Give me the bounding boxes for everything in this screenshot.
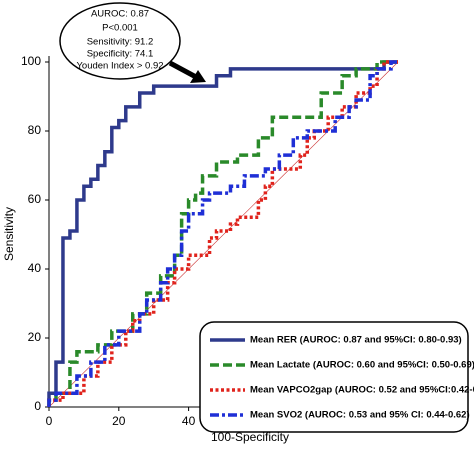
annotation-arrow [168, 60, 198, 80]
legend-label: Mean VAPCO2gap (AUROC: 0.52 and 95%CI:0.… [250, 385, 474, 396]
roc-curve [47, 60, 398, 407]
annotation-bubble [59, 2, 181, 80]
y-tick-label: 0 [34, 399, 41, 413]
legend-box [199, 321, 469, 433]
annotation-arrowhead [190, 70, 206, 83]
annotation-text: Youden Index > 0.92 [76, 61, 163, 72]
x-tick-label: 40 [182, 414, 196, 428]
y-tick-label: 80 [28, 123, 42, 137]
legend-label: Mean SVO2 (AUROC: 0.53 and 95% CI: 0.44-… [250, 410, 470, 421]
legend-label: Mean Lactate (AUROC: 0.60 and 95%CI: 0.5… [250, 360, 474, 371]
x-tick-label: 0 [46, 414, 53, 428]
annotation-text: Specificity: 74.1 [87, 49, 154, 60]
annotation-text: P<0.001 [102, 23, 138, 34]
y-tick-label: 60 [28, 192, 42, 206]
y-tick-label: 20 [28, 330, 42, 344]
x-tick-label: 20 [112, 414, 126, 428]
y-axis-label: Sensitivity [2, 207, 16, 261]
reference-diagonal [48, 61, 399, 408]
annotation-text: AUROC: 0.87 [91, 9, 149, 20]
y-tick-label: 100 [21, 54, 41, 68]
y-tick-label: 40 [28, 261, 42, 275]
legend-label: Mean RER (AUROC: 0.87 and 95%CI: 0.80-0.… [250, 335, 462, 346]
roc-curve [47, 60, 398, 407]
x-axis-label: 100-Specificity [211, 430, 289, 444]
annotation-text: Sensitivity: 91.2 [87, 37, 154, 48]
roc-curve [47, 60, 398, 407]
